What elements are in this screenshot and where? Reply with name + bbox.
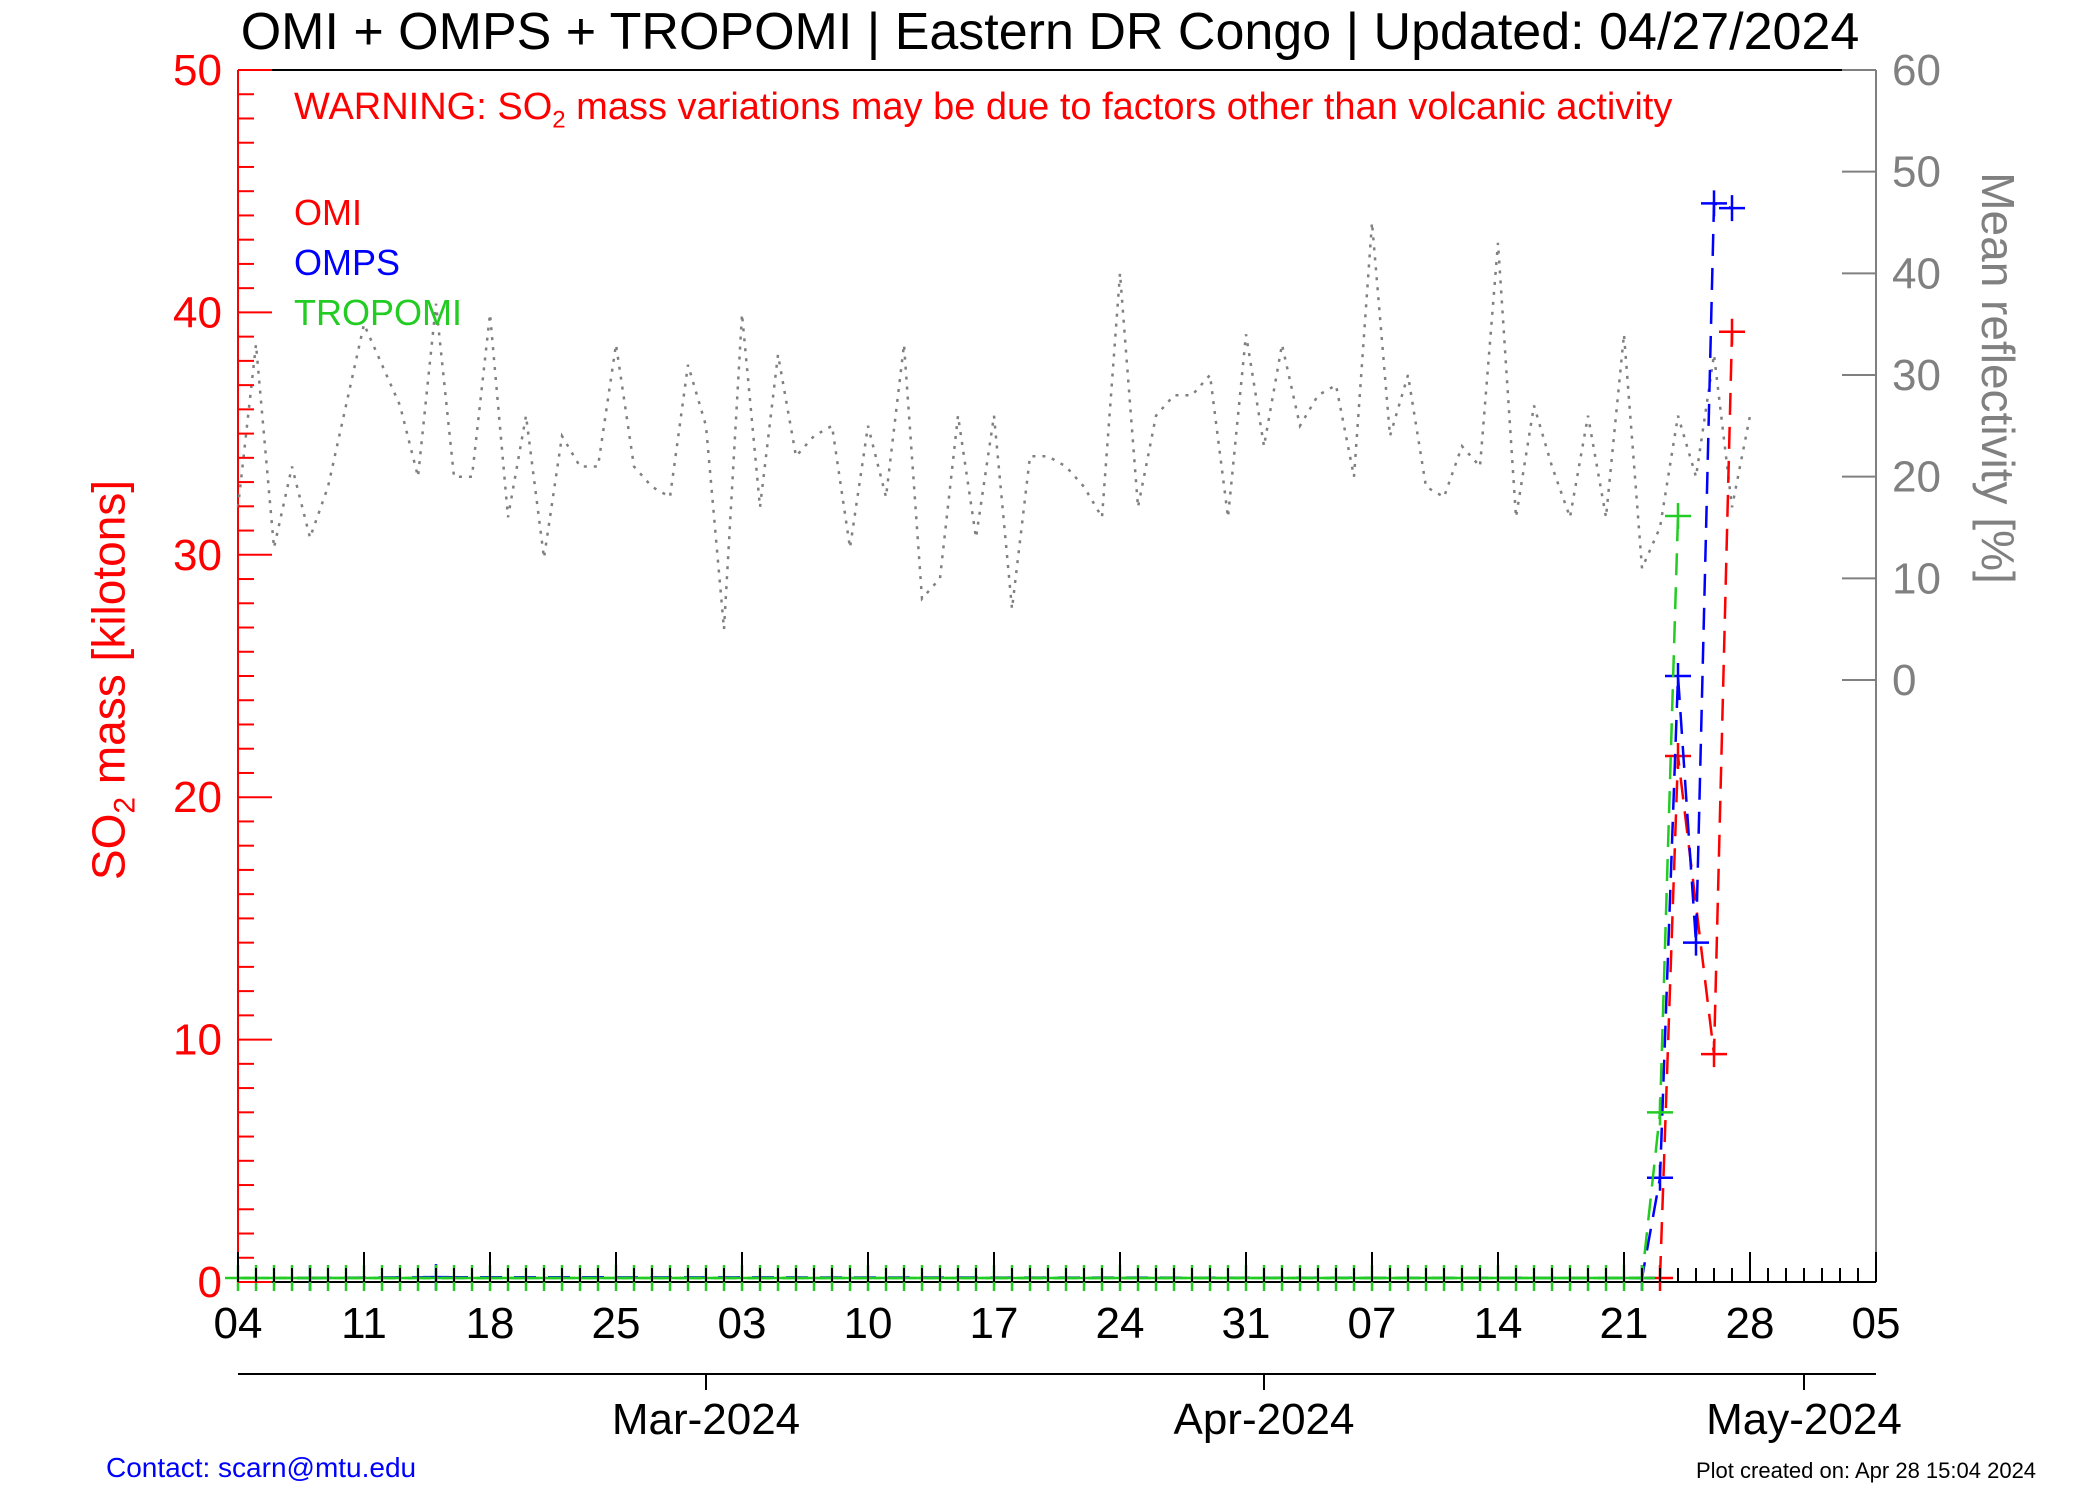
tropomi-point — [1647, 1099, 1673, 1126]
omi-point — [1665, 742, 1691, 769]
legend-entry-omi: OMI — [294, 192, 362, 233]
plot-created-note: Plot created on: Apr 28 15:04 2024 — [1696, 1458, 2037, 1483]
y-right-tick-label: 30 — [1892, 351, 1941, 400]
month-label: May-2024 — [1706, 1395, 1902, 1444]
x-tick-label: 18 — [466, 1299, 515, 1348]
tropomi-point — [1665, 503, 1691, 530]
warning-suffix: mass variations may be due to factors ot… — [565, 86, 1673, 128]
month-label: Mar-2024 — [612, 1395, 800, 1444]
omps-point — [1719, 195, 1745, 222]
chart-title: OMI + OMPS + TROPOMI | Eastern DR Congo … — [240, 3, 1860, 61]
y-label-suffix: mass [kilotons] — [82, 479, 135, 797]
y-left-tick-label: 0 — [198, 1258, 222, 1307]
legend-entry-tropomi: TROPOMI — [294, 292, 462, 333]
omps-point — [1647, 1164, 1673, 1191]
legend-entry-omps: OMPS — [294, 242, 401, 283]
omi-point — [1719, 318, 1745, 345]
omps-point — [1683, 929, 1709, 956]
y-label-prefix: SO — [82, 813, 135, 881]
y-right-tick-label: 0 — [1892, 656, 1916, 705]
x-tick-label: 03 — [718, 1299, 767, 1348]
y-right-tick-label: 50 — [1892, 148, 1941, 197]
y-right-tick-label: 10 — [1892, 554, 1941, 603]
x-tick-label: 24 — [1096, 1299, 1145, 1348]
y-axis-left-label: SO2 mass [kilotons] — [81, 480, 142, 880]
x-tick-label: 11 — [341, 1299, 387, 1348]
x-tick-label: 14 — [1474, 1299, 1523, 1348]
x-tick-label: 31 — [1222, 1299, 1271, 1348]
warning-prefix: WARNING: SO — [294, 86, 553, 128]
x-tick-label: 17 — [970, 1299, 1019, 1348]
y-right-tick-label: 40 — [1892, 249, 1941, 298]
y-axis-right-label: Mean reflectivity [%] — [1972, 172, 2024, 584]
x-tick-label: 10 — [844, 1299, 893, 1348]
x-tick-label: 05 — [1852, 1299, 1901, 1348]
y-right-tick-label: 60 — [1892, 46, 1941, 95]
omi-point — [1701, 1041, 1727, 1068]
axes: 0 10 20 30 40 50 0 10 20 30 40 50 60 04 11 18 25 03 10 17 24… — [173, 46, 1941, 1444]
mean-reflectivity-line — [236, 222, 1752, 630]
omps-point — [1665, 663, 1691, 689]
y-left-tick-label: 20 — [173, 773, 222, 822]
x-tick-label: 21 — [1600, 1299, 1649, 1348]
y-left-tick-label: 40 — [173, 288, 222, 337]
x-tick-label: 28 — [1726, 1299, 1775, 1348]
y-label-subscript: 2 — [108, 796, 142, 814]
x-tick-label: 04 — [214, 1299, 263, 1348]
x-tick-label: 07 — [1348, 1299, 1397, 1348]
warning-note: WARNING: SO2 mass variations may be due … — [294, 86, 1672, 135]
y-left-tick-label: 10 — [173, 1016, 222, 1065]
contact-link[interactable]: Contact: scarn@mtu.edu — [106, 1452, 417, 1483]
warning-subscript: 2 — [552, 106, 566, 134]
reflectivity-series — [236, 222, 1752, 630]
y-left-tick-label: 30 — [173, 531, 222, 580]
omps-point — [1701, 190, 1727, 217]
y-left-tick-label: 50 — [173, 46, 222, 95]
y-right-tick-label: 20 — [1892, 453, 1941, 502]
x-tick-label: 25 — [592, 1299, 641, 1348]
month-label: Apr-2024 — [1173, 1395, 1354, 1444]
